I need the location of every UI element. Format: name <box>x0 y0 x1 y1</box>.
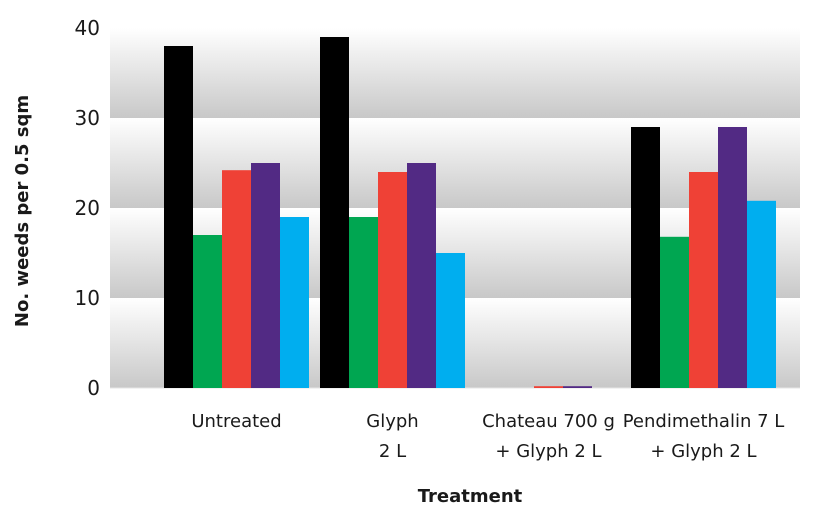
bar <box>320 37 349 388</box>
bar <box>349 217 378 388</box>
bar <box>718 127 747 388</box>
bar <box>660 236 689 388</box>
x-category-label: 2 L <box>379 441 406 462</box>
x-category-label: Untreated <box>191 411 281 432</box>
y-tick-label: 10 <box>75 286 100 310</box>
y-tick-labels: 0 10 20 30 40 <box>75 16 100 400</box>
x-category-labels: Untreated Glyph 2 L Chateau 700 g + Glyph 2 … <box>191 411 784 462</box>
bar <box>193 235 222 388</box>
y-tick-label: 40 <box>75 16 100 40</box>
bar <box>164 46 193 388</box>
bar <box>222 170 251 388</box>
bar <box>251 163 280 388</box>
x-category-label: Chateau 700 g <box>482 411 615 432</box>
bar <box>534 386 563 388</box>
bar <box>407 163 436 388</box>
bar <box>436 253 465 388</box>
bar <box>280 217 309 388</box>
y-tick-label: 30 <box>75 106 100 130</box>
bars <box>164 37 776 388</box>
bar <box>689 172 718 388</box>
x-category-label: + Glyph 2 L <box>650 441 756 462</box>
x-category-label: Glyph <box>366 411 418 432</box>
bar <box>631 127 660 388</box>
x-axis-title: Treatment <box>418 486 523 507</box>
bar <box>747 200 776 388</box>
bar <box>378 172 407 388</box>
grid-band <box>110 28 800 118</box>
x-category-label: + Glyph 2 L <box>495 441 601 462</box>
y-axis-title: No. weeds per 0.5 sqm <box>12 95 33 327</box>
y-tick-label: 20 <box>75 196 100 220</box>
bar <box>563 386 592 388</box>
y-tick-label: 0 <box>87 376 100 400</box>
x-category-label: Pendimethalin 7 L <box>623 411 785 432</box>
